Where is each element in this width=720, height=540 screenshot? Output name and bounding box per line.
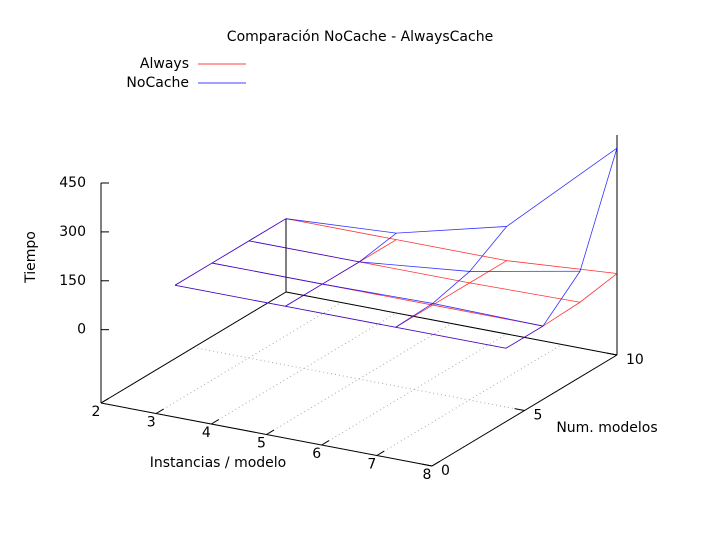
x-tick-label: 7 xyxy=(367,457,376,473)
legend-label: Always xyxy=(140,56,189,72)
z-tick-label: 300 xyxy=(59,224,86,240)
z-axis-label: Tiempo xyxy=(23,231,39,284)
x-tick xyxy=(431,461,440,467)
x-tick xyxy=(376,450,385,456)
x-tick-label: 8 xyxy=(423,467,432,483)
x-tick xyxy=(211,419,219,425)
z-tick-label: 150 xyxy=(59,273,86,289)
mesh-line xyxy=(285,232,397,307)
mesh-line xyxy=(174,284,507,349)
mesh-line xyxy=(395,226,507,328)
mesh-line xyxy=(248,240,581,272)
y-tick xyxy=(421,463,433,467)
y-tick-label: 0 xyxy=(441,463,450,479)
x-tick-label: 5 xyxy=(257,436,266,452)
x-tick xyxy=(155,408,164,414)
chart-title: Comparación NoCache - AlwaysCache xyxy=(227,29,493,45)
mesh-line xyxy=(395,260,507,328)
y-tick xyxy=(606,352,618,356)
z-tick-label: 0 xyxy=(77,322,86,338)
x-axis-label: Instancias / modelo xyxy=(150,455,286,471)
y-tick xyxy=(514,408,525,411)
mesh-line xyxy=(285,147,618,234)
x-tick xyxy=(321,440,330,446)
z-tick-label: 450 xyxy=(59,175,86,191)
axis-line xyxy=(100,291,287,404)
mesh-line xyxy=(211,262,544,327)
y-axis-label: Num. modelos xyxy=(556,420,657,436)
legend-label: NoCache xyxy=(126,75,189,91)
x-tick-label: 6 xyxy=(312,446,321,462)
mesh-line xyxy=(174,218,287,286)
x-tick-label: 4 xyxy=(202,425,211,441)
y-tick-label: 10 xyxy=(626,352,644,368)
y-tick-label: 5 xyxy=(534,408,543,424)
x-tick-label: 2 xyxy=(92,404,101,420)
x-tick xyxy=(266,429,275,435)
x-tick xyxy=(100,398,109,404)
mesh-line xyxy=(505,147,618,349)
axis-line xyxy=(285,291,618,356)
x-tick-label: 3 xyxy=(147,415,156,431)
mesh-line xyxy=(285,218,618,274)
grid-line xyxy=(193,347,525,411)
